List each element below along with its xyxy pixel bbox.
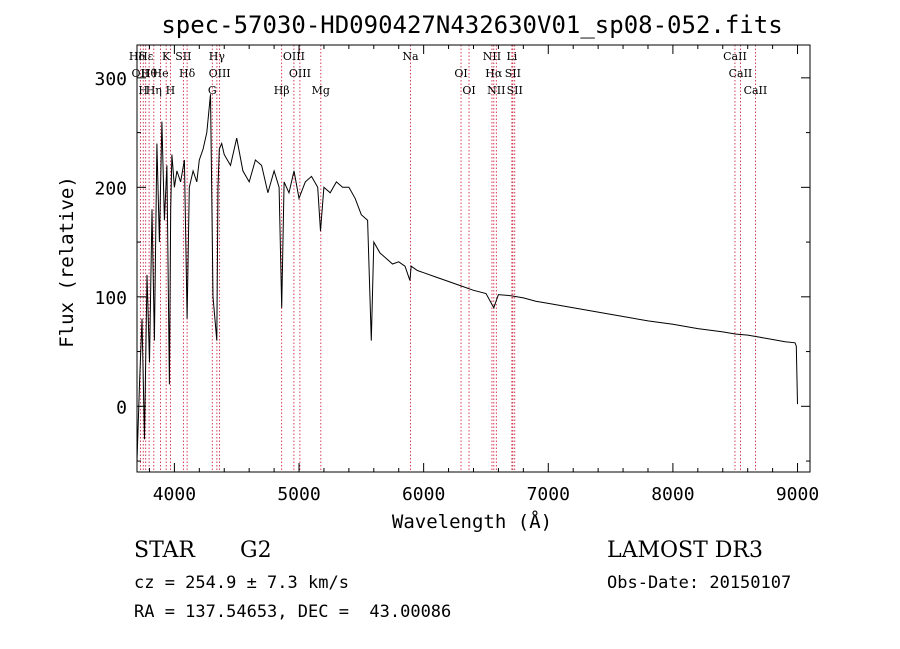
- x-tick-label: 7000: [527, 484, 570, 505]
- y-tick-label: 200: [94, 178, 127, 199]
- y-tick-label: 300: [94, 69, 127, 90]
- line-marker-label: Hε: [138, 50, 154, 63]
- x-axis-label: Wavelength (Å): [392, 510, 552, 533]
- y-axis-label: Flux (relative): [56, 176, 78, 348]
- survey-name: LAMOST DR3: [607, 538, 763, 563]
- line-marker-label: OI: [462, 84, 475, 97]
- line-marker-label: G: [208, 84, 217, 97]
- plot-frame: [136, 44, 811, 473]
- line-marker-label: NII: [483, 50, 501, 63]
- line-marker-label: OI: [454, 67, 467, 80]
- spectral-line-labels: HδOIIHHεHθHηKHeHSIIHδGHγOIIIHβOIIIOIIIMg…: [129, 50, 767, 97]
- y-tick-label: 100: [94, 288, 127, 309]
- x-tick-label: 8000: [651, 484, 694, 505]
- line-marker-label: OIII: [209, 67, 231, 80]
- line-marker-label: K: [162, 50, 171, 63]
- line-marker-label: Hγ: [209, 50, 226, 63]
- line-marker-label: SII: [505, 67, 521, 80]
- line-marker-label: Mg: [312, 84, 330, 97]
- x-tick-label: 9000: [776, 484, 819, 505]
- line-marker-label: H: [166, 84, 176, 97]
- line-marker-label: H: [138, 84, 148, 97]
- line-marker-label: OII: [132, 67, 150, 80]
- line-marker-label: CaII: [744, 84, 768, 97]
- line-marker-label: Li: [506, 50, 517, 63]
- chart-title: spec-57030-HD090427N432630V01_sp08-052.f…: [161, 11, 782, 39]
- spectral-line-markers: [136, 45, 756, 472]
- redshift-text: cz = 254.9 ± 7.3 km/s: [134, 573, 349, 593]
- object-subclass: G2: [240, 538, 272, 563]
- line-marker-label: CaII: [723, 50, 747, 63]
- line-marker-label: Hδ: [179, 67, 196, 80]
- line-marker-label: OIII: [289, 67, 311, 80]
- line-marker-label: Hα: [485, 67, 503, 80]
- spectrum-line: [136, 94, 798, 462]
- coordinates: RA = 137.54653, DEC = 43.00086: [134, 602, 452, 622]
- x-tick-label: 6000: [402, 484, 445, 505]
- y-tick-label: 0: [116, 397, 127, 418]
- line-marker-label: Na: [402, 50, 419, 63]
- y-axis: 0 100 200 300: [94, 69, 810, 462]
- object-class: STAR: [134, 538, 195, 563]
- line-marker-label: Hη: [146, 84, 162, 97]
- x-axis: 4000 5000 6000 7000 8000 9000: [148, 45, 819, 505]
- line-marker-label: OIII: [283, 50, 305, 63]
- line-marker-label: SII: [175, 50, 191, 63]
- spectrum-series: [136, 94, 798, 462]
- obs-date: Obs-Date: 20150107: [607, 573, 792, 593]
- line-marker-label: He: [153, 67, 169, 80]
- line-marker-label: CaII: [729, 67, 753, 80]
- line-marker-label: SII: [507, 84, 523, 97]
- x-tick-label: 5000: [277, 484, 320, 505]
- line-marker-label: NII: [487, 84, 505, 97]
- line-marker-label: Hβ: [274, 84, 290, 97]
- line-marker-label: Hθ: [141, 67, 158, 80]
- x-tick-label: 4000: [153, 484, 196, 505]
